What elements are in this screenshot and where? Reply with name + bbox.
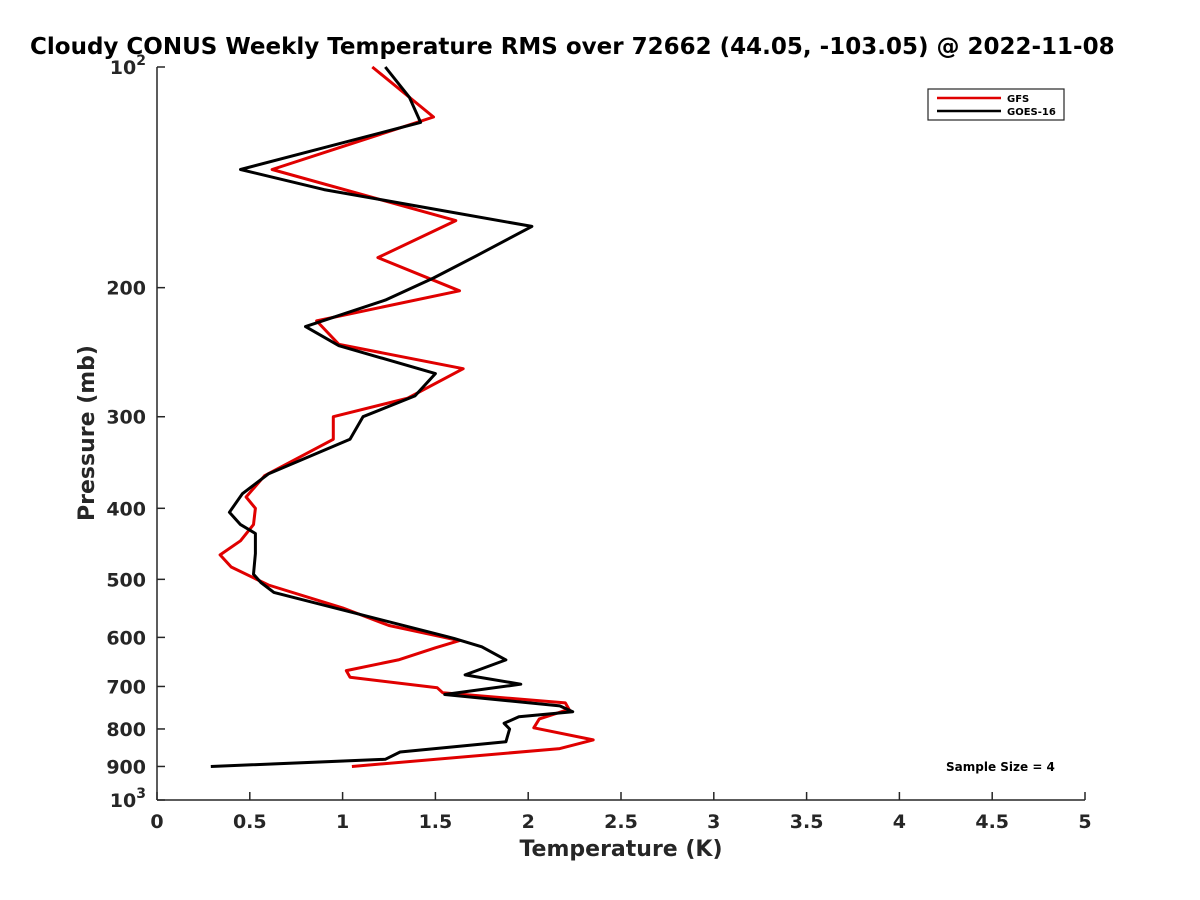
x-tick-label: 0: [150, 811, 163, 833]
x-tick-label: 4: [893, 811, 906, 833]
y-tick-label: 500: [106, 569, 146, 591]
x-tick-label: 5: [1078, 811, 1091, 833]
series-layer: [210, 65, 595, 768]
x-tick-label: 3.5: [790, 811, 824, 833]
y-tick-label: 800: [106, 719, 146, 741]
legend-box: [927, 88, 1065, 121]
series-line-gfs: [218, 65, 595, 768]
legend-label: GFS: [1007, 94, 1029, 105]
x-tick-label: 1: [336, 811, 349, 833]
legend-label: GOES-16: [1007, 107, 1056, 118]
sample-size-annotation: Sample Size = 4: [946, 760, 1055, 774]
chart-title: Cloudy CONUS Weekly Temperature RMS over…: [30, 34, 1115, 60]
y-tick-label: 200: [106, 278, 146, 300]
y-tick-label: 600: [106, 627, 146, 649]
y-axis-label: Pressure (mb): [75, 345, 100, 521]
y-tick-base: 10: [110, 57, 136, 79]
x-tick-label: 2: [522, 811, 535, 833]
y-tick-label: 103: [110, 786, 146, 812]
x-axis-label: Temperature (K): [519, 837, 722, 862]
legend: GFS GOES-16: [927, 88, 1065, 121]
y-tick-label: 700: [106, 676, 146, 698]
x-tick-label: 2.5: [604, 811, 638, 833]
x-tick-label: 0.5: [233, 811, 267, 833]
y-tick-label: 400: [106, 498, 146, 520]
x-tick-label: 4.5: [975, 811, 1009, 833]
y-tick-label: 900: [106, 756, 146, 778]
y-tick-exponent: 2: [136, 53, 146, 69]
y-tick-label: 102: [110, 53, 146, 79]
y-tick-exponent: 3: [136, 786, 146, 802]
y-tick-base: 10: [110, 790, 136, 812]
x-tick-label: 1.5: [419, 811, 453, 833]
y-tick-label: 300: [106, 407, 146, 429]
series-line-goes-16: [210, 66, 575, 768]
x-ticks: 0 0.5 1 1.5 2 2.5 3 3.5 4 4.5 5: [150, 792, 1092, 833]
x-tick-label: 3: [707, 811, 720, 833]
